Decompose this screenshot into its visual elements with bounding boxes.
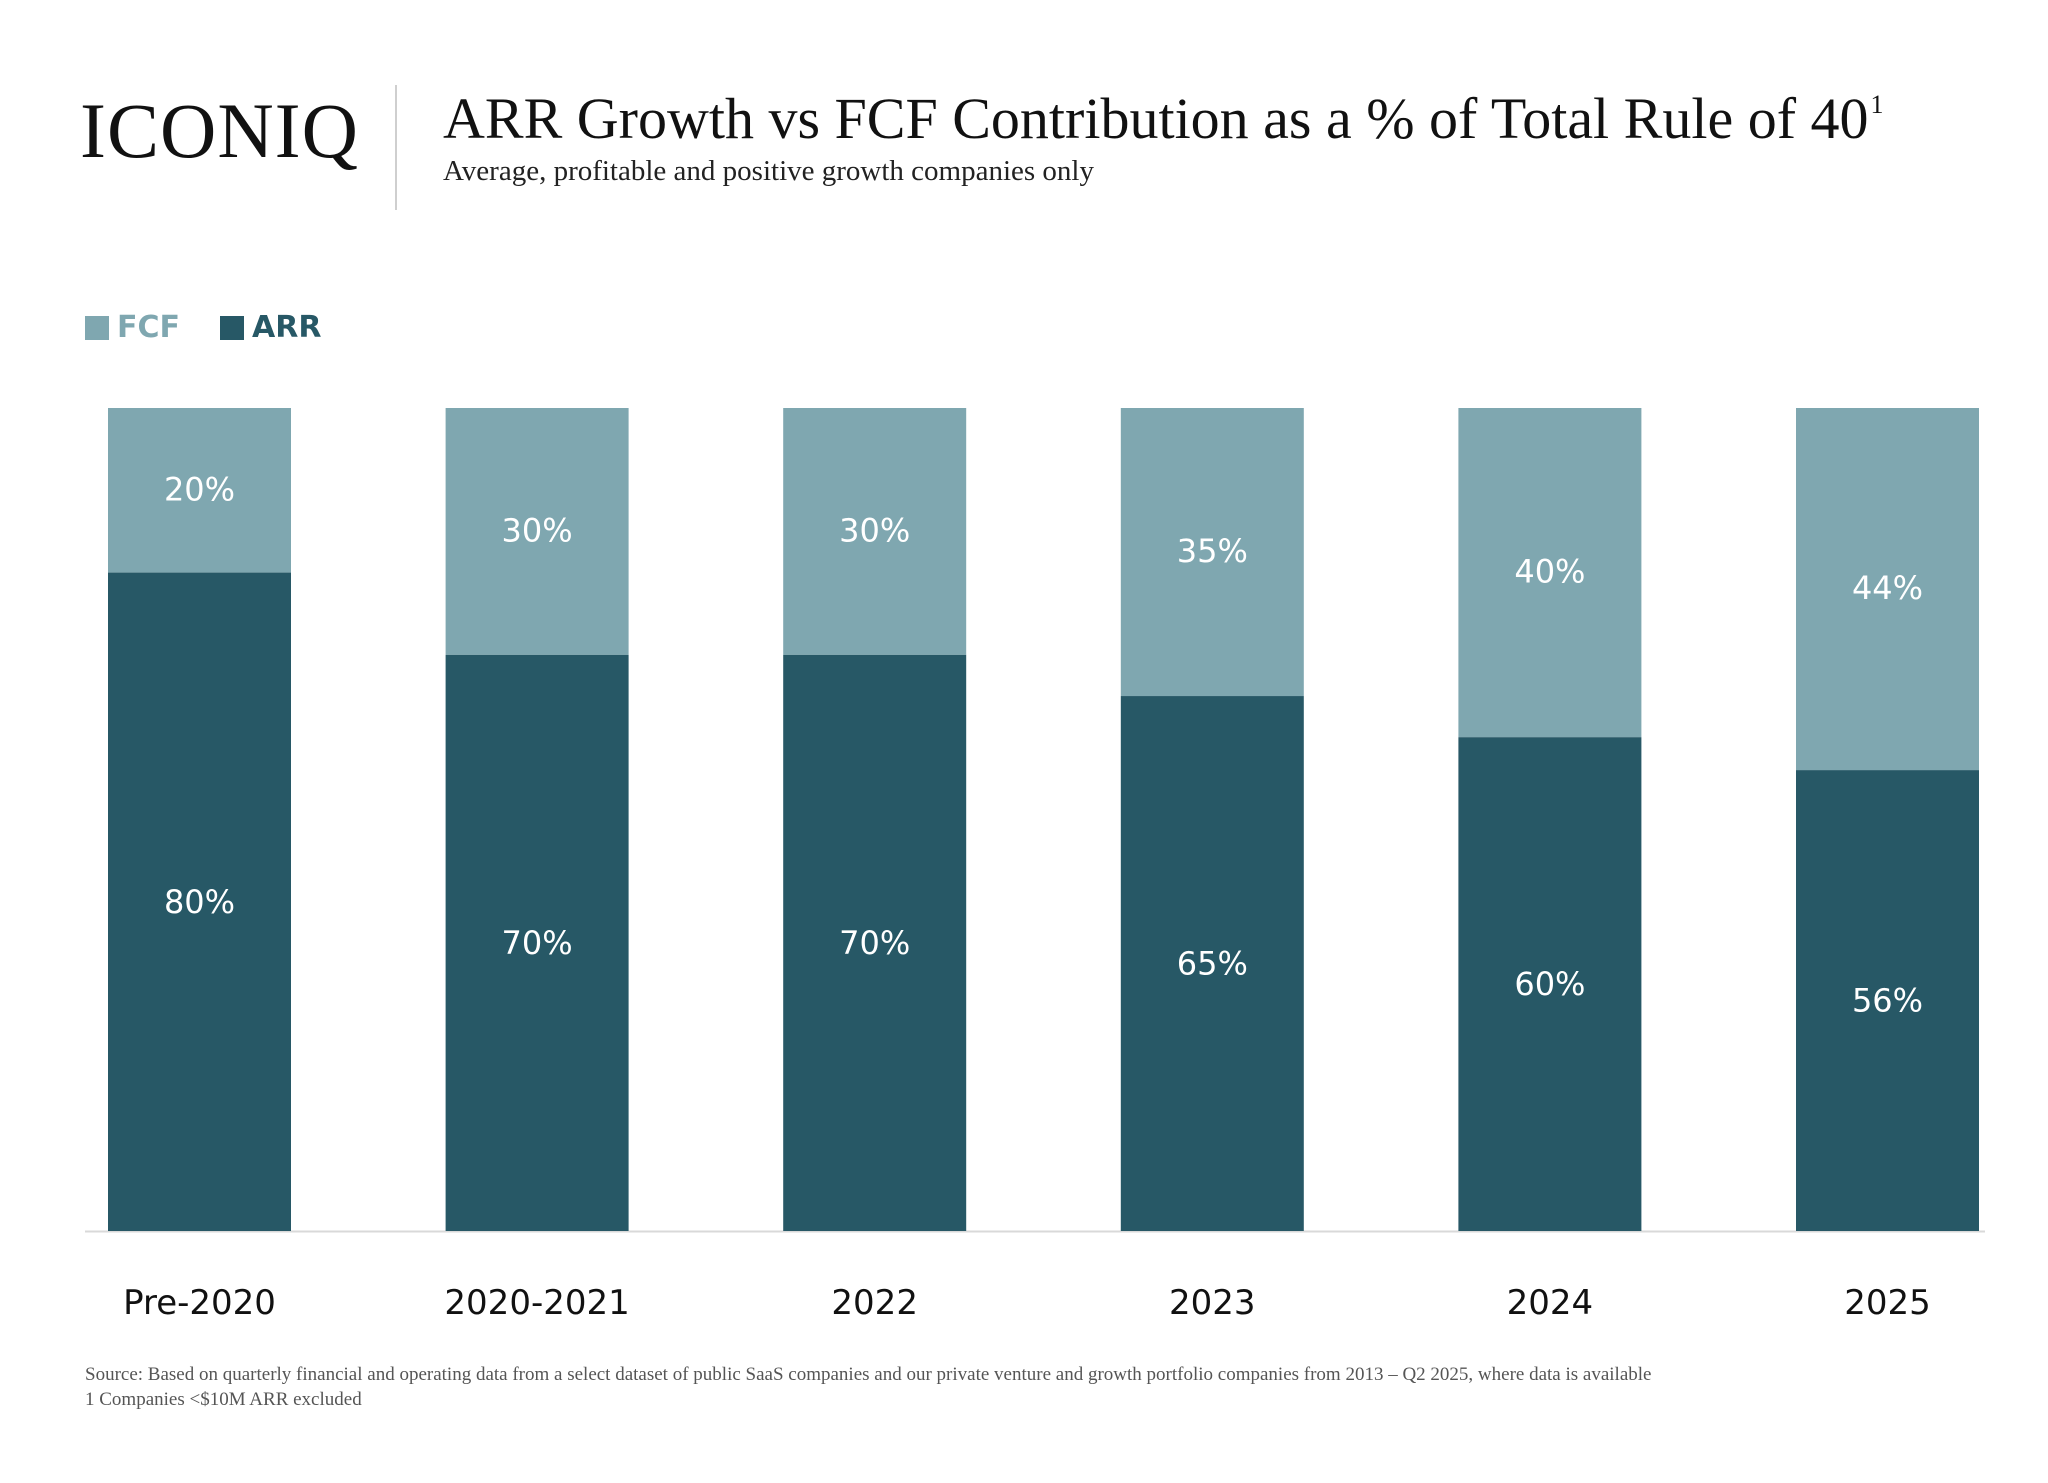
bar-fcf bbox=[1796, 408, 1979, 771]
x-tick-label: Pre-2020 bbox=[123, 1283, 276, 1323]
bar-fcf bbox=[108, 408, 291, 573]
data-label-fcf: 30% bbox=[839, 511, 910, 549]
bar-arr bbox=[783, 654, 967, 1231]
data-label-arr: 60% bbox=[1514, 965, 1585, 1003]
footnote: 1 Companies <$10M ARR excluded bbox=[85, 1389, 362, 1410]
data-label-arr: 70% bbox=[502, 924, 573, 962]
legend-item-arr: ARR bbox=[220, 310, 321, 345]
legend-item-fcf: FCF bbox=[85, 310, 180, 345]
bar-arr bbox=[445, 654, 629, 1231]
chart-legend: FCF ARR bbox=[85, 310, 321, 345]
bar-arr bbox=[1796, 770, 1979, 1231]
bar-group-4: 40% 60% 2024 bbox=[1458, 408, 1642, 1323]
x-tick-label: 2020-2021 bbox=[444, 1283, 629, 1323]
iconiq-logo: ICONIQ bbox=[80, 87, 359, 174]
data-label-fcf: 40% bbox=[1514, 553, 1585, 591]
data-label-fcf: 30% bbox=[502, 511, 573, 549]
bar-fcf bbox=[445, 408, 629, 655]
legend-label-arr: ARR bbox=[252, 310, 322, 345]
data-label-fcf: 44% bbox=[1852, 569, 1923, 607]
header-divider bbox=[395, 85, 397, 210]
data-label-arr: 65% bbox=[1177, 945, 1248, 983]
data-label-arr: 70% bbox=[839, 924, 910, 962]
data-label-fcf: 20% bbox=[164, 470, 235, 508]
title-footnote-marker: 1 bbox=[1870, 90, 1884, 119]
chart-footer: Source: Based on quarterly financial and… bbox=[85, 1362, 1651, 1412]
data-label-arr: 56% bbox=[1852, 982, 1923, 1020]
legend-label-fcf: FCF bbox=[117, 310, 181, 345]
chart-subtitle: Average, profitable and positive growth … bbox=[443, 155, 1094, 187]
chart-title: ARR Growth vs FCF Contribution as a % of… bbox=[443, 90, 1884, 148]
bar-arr bbox=[1458, 737, 1642, 1231]
data-label-fcf: 35% bbox=[1177, 532, 1248, 570]
bar-arr bbox=[108, 572, 291, 1231]
bar-arr bbox=[1120, 696, 1304, 1231]
bar-group-0: 20% 80% Pre-2020 bbox=[108, 408, 291, 1323]
x-tick-label: 2025 bbox=[1844, 1283, 1931, 1323]
chart-title-text: ARR Growth vs FCF Contribution as a % of… bbox=[443, 86, 1869, 151]
bar-group-2: 30% 70% 2022 bbox=[783, 408, 967, 1323]
bar-fcf bbox=[1458, 408, 1642, 738]
bar-fcf bbox=[1120, 408, 1304, 697]
x-tick-label: 2022 bbox=[831, 1283, 918, 1323]
bar-group-3: 35% 65% 2023 bbox=[1120, 408, 1304, 1323]
x-tick-label: 2023 bbox=[1169, 1283, 1256, 1323]
legend-swatch-fcf bbox=[85, 315, 109, 340]
bar-fcf bbox=[783, 408, 967, 655]
source-note: Source: Based on quarterly financial and… bbox=[85, 1364, 1652, 1385]
data-label-arr: 80% bbox=[164, 883, 235, 921]
bar-group-1: 30% 70% 2020-2021 bbox=[444, 408, 630, 1323]
bar-group-5: 44% 56% 2025 bbox=[1796, 408, 1979, 1323]
x-tick-label: 2024 bbox=[1507, 1283, 1594, 1323]
legend-swatch-arr bbox=[220, 315, 245, 340]
